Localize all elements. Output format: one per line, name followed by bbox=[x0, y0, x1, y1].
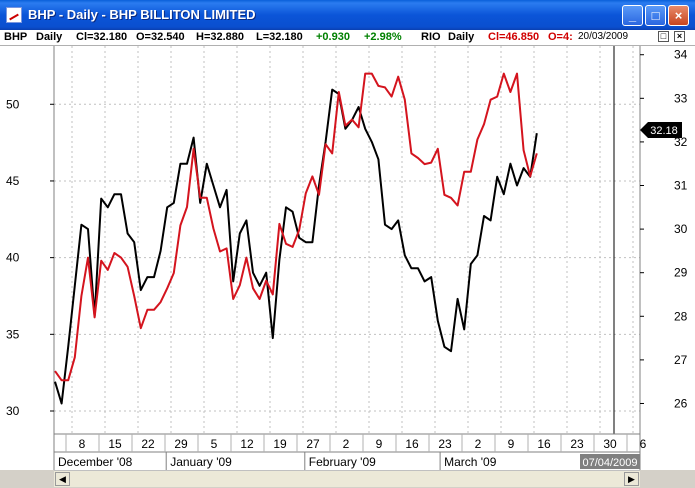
end-date-box: 07/04/2009 bbox=[580, 454, 640, 469]
date-tick-label: 16 bbox=[405, 437, 419, 451]
date-tick-label: 19 bbox=[273, 437, 287, 451]
window-titlebar: BHP - Daily - BHP BILLITON LIMITED _ □ × bbox=[0, 0, 695, 30]
last-value-label: 32.18 bbox=[650, 125, 678, 137]
left-axis-tick-label: 45 bbox=[6, 174, 20, 188]
close2-value: Cl=46.850 bbox=[488, 31, 540, 43]
right-axis-tick-label: 31 bbox=[674, 179, 688, 193]
horizontal-scrollbar[interactable]: ◀ ▶ bbox=[54, 470, 640, 487]
right-axis-tick-label: 28 bbox=[674, 309, 688, 323]
date-tick-label: 9 bbox=[508, 437, 515, 451]
series-line-bhp bbox=[54, 88, 538, 405]
left-axis-tick-label: 30 bbox=[6, 404, 20, 418]
right-axis-tick-label: 26 bbox=[674, 396, 688, 410]
bottom-right-corner bbox=[640, 470, 695, 488]
period1-label: Daily bbox=[36, 31, 63, 43]
scroll-left-arrow-icon[interactable]: ◀ bbox=[55, 472, 70, 486]
date-tick-label: 27 bbox=[306, 437, 320, 451]
period2-label: Daily bbox=[448, 31, 475, 43]
infobar-restore-button[interactable]: □ bbox=[658, 31, 669, 42]
window-title: BHP - Daily - BHP BILLITON LIMITED bbox=[28, 7, 256, 22]
bottom-left-corner bbox=[0, 470, 54, 488]
end-date-background bbox=[580, 454, 640, 469]
close-button[interactable]: × bbox=[668, 5, 689, 26]
plot-area bbox=[54, 46, 640, 434]
month-label: January '09 bbox=[170, 455, 232, 469]
date-tick-label: 12 bbox=[240, 437, 254, 451]
right-axis-tick-label: 34 bbox=[674, 48, 688, 62]
series-line-rio bbox=[54, 72, 538, 382]
date-tick-label: 2 bbox=[343, 437, 350, 451]
quote-infobar: BHP Daily Cl=32.180 O=32.540 H=32.880 L=… bbox=[0, 30, 695, 46]
date-tick-label: 16 bbox=[537, 437, 551, 451]
date-tick-label: 9 bbox=[376, 437, 383, 451]
end-date-label: 07/04/2009 bbox=[582, 457, 637, 469]
month-label: December '08 bbox=[58, 455, 133, 469]
symbol1-label: BHP bbox=[4, 31, 28, 43]
date-tick-label: 30 bbox=[603, 437, 617, 451]
left-axis-panel bbox=[0, 46, 54, 470]
maximize-button[interactable]: □ bbox=[645, 5, 666, 26]
change-pct-value: +2.98% bbox=[364, 31, 402, 43]
open2-value: O=4: bbox=[548, 31, 573, 43]
right-axis-tick-label: 29 bbox=[674, 266, 688, 280]
date-tick-label: 6 bbox=[640, 437, 647, 451]
date-tick-label: 15 bbox=[108, 437, 122, 451]
change-value: +0.930 bbox=[316, 31, 350, 43]
date-tick-label: 29 bbox=[174, 437, 188, 451]
date-label: 20/03/2009 bbox=[578, 31, 629, 42]
date-tick-label: 22 bbox=[141, 437, 155, 451]
left-axis-tick-label: 50 bbox=[6, 97, 20, 111]
high1-value: H=32.880 bbox=[196, 31, 245, 43]
right-axis-tick-label: 30 bbox=[674, 222, 688, 236]
right-axis-tick-label: 27 bbox=[674, 353, 688, 367]
date-tick-label: 2 bbox=[475, 437, 482, 451]
right-axis-panel bbox=[640, 46, 695, 470]
date-tick-label: 23 bbox=[438, 437, 452, 451]
right-axis-tick-label: 33 bbox=[674, 91, 688, 105]
left-axis-tick-label: 40 bbox=[6, 251, 20, 265]
close1-value: Cl=32.180 bbox=[76, 31, 128, 43]
infobar-close-button[interactable]: × bbox=[674, 31, 685, 42]
chart-app-icon bbox=[6, 7, 22, 23]
minimize-button[interactable]: _ bbox=[622, 5, 643, 26]
low1-value: L=32.180 bbox=[256, 31, 303, 43]
open1-value: O=32.540 bbox=[136, 31, 185, 43]
right-axis-tick-label: 32 bbox=[674, 135, 688, 149]
left-axis-tick-label: 35 bbox=[6, 327, 20, 341]
date-tick-label: 5 bbox=[211, 437, 218, 451]
last-value-marker: 32.18 bbox=[640, 122, 682, 138]
month-label: March '09 bbox=[444, 455, 497, 469]
month-label: February '09 bbox=[309, 455, 376, 469]
date-tick-label: 23 bbox=[570, 437, 584, 451]
last-value-flag bbox=[640, 122, 682, 138]
symbol2-label: RIO bbox=[421, 31, 441, 43]
scroll-right-arrow-icon[interactable]: ▶ bbox=[624, 472, 639, 486]
date-tick-label: 8 bbox=[79, 437, 86, 451]
